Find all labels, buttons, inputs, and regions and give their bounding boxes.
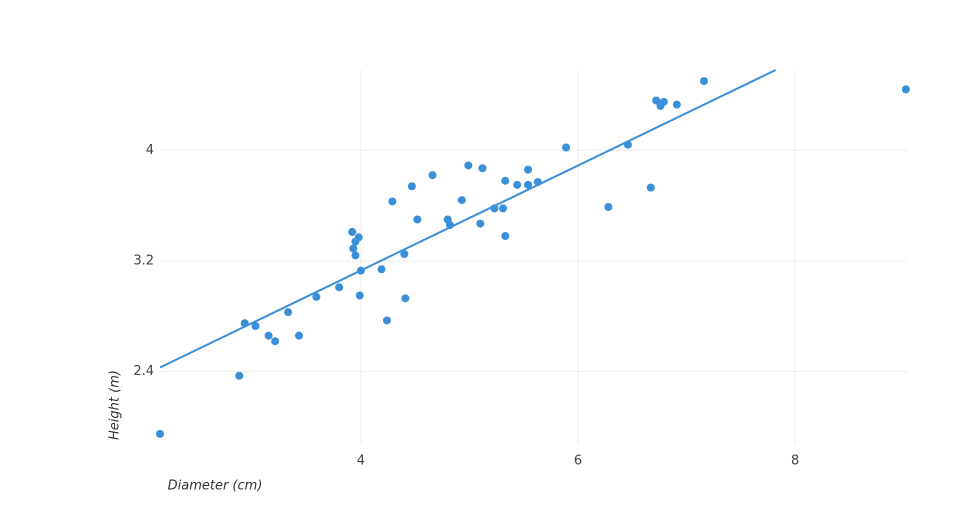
data-point bbox=[659, 97, 668, 106]
data-point bbox=[464, 161, 473, 170]
data-point bbox=[351, 251, 360, 260]
data-point bbox=[312, 292, 321, 301]
data-point bbox=[562, 143, 571, 152]
data-point bbox=[413, 215, 422, 224]
x-tick-label: 4 bbox=[357, 454, 365, 469]
data-point bbox=[349, 244, 358, 253]
data-point bbox=[400, 250, 409, 259]
data-point bbox=[377, 265, 386, 274]
data-point bbox=[476, 219, 485, 228]
data-point bbox=[156, 429, 164, 438]
data-point bbox=[335, 283, 344, 292]
data-point bbox=[401, 294, 410, 303]
data-point bbox=[499, 204, 508, 213]
data-point bbox=[513, 180, 522, 189]
data-point bbox=[348, 227, 357, 236]
data-point bbox=[652, 96, 661, 105]
regression-line bbox=[159, 69, 777, 369]
data-point bbox=[457, 196, 466, 205]
data-point bbox=[355, 291, 364, 300]
data-point bbox=[699, 77, 708, 86]
data-point bbox=[501, 232, 510, 241]
data-point bbox=[235, 371, 244, 380]
data-point bbox=[271, 337, 280, 346]
y-tick-label: 3.2 bbox=[133, 253, 154, 268]
y-axis-title: Height (m) bbox=[108, 370, 123, 440]
data-point bbox=[264, 331, 273, 340]
x-axis-title: Diameter (cm) bbox=[168, 479, 263, 494]
data-point bbox=[407, 182, 416, 191]
y-tick-label: 4 bbox=[146, 143, 154, 158]
data-point bbox=[428, 171, 437, 180]
data-point bbox=[501, 176, 510, 185]
data-point bbox=[901, 85, 910, 94]
y-tick-label: 2.4 bbox=[133, 364, 154, 379]
data-point bbox=[251, 321, 260, 330]
data-point bbox=[646, 183, 655, 192]
data-point bbox=[478, 164, 487, 173]
data-point bbox=[604, 202, 613, 211]
data-point bbox=[388, 197, 397, 206]
x-tick-label: 8 bbox=[791, 454, 799, 469]
data-point bbox=[382, 316, 391, 325]
data-point bbox=[672, 100, 681, 109]
data-point bbox=[294, 331, 303, 340]
data-point bbox=[524, 180, 533, 189]
data-point bbox=[284, 308, 293, 317]
x-tick-label: 6 bbox=[574, 454, 582, 469]
data-point bbox=[524, 165, 533, 174]
data-point bbox=[354, 233, 363, 242]
